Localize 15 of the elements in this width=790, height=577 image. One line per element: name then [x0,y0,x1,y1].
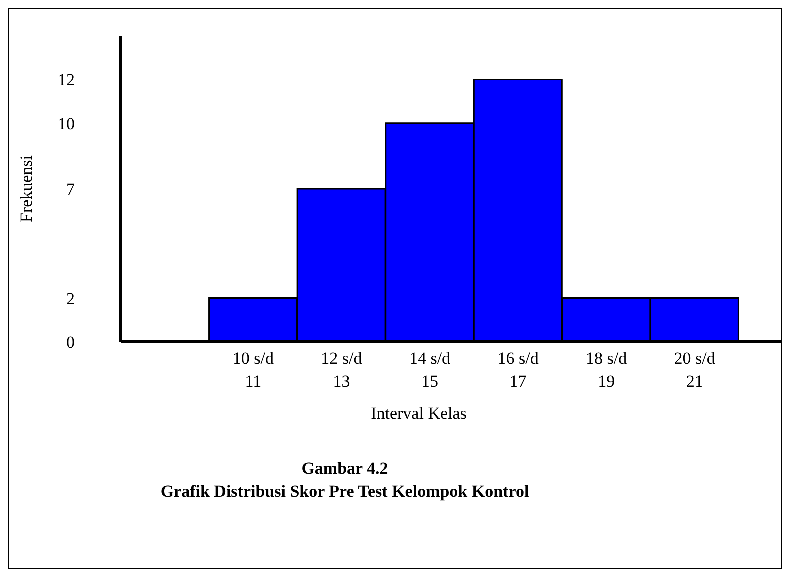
y-tick-label: 2 [66,289,75,308]
x-axis-title: Interval Kelas [371,404,467,423]
y-axis-title: Frekuensi [17,155,37,223]
x-tick-label: 10 s/d 11 [232,349,274,391]
text: Grafik Distribusi Skor Pre Test Kelompok Kontrol [160,481,530,503]
x-tick-label: 20 s/d 21 [674,349,716,391]
x-tick-label: 12 s/d 13 [321,349,363,391]
y-tick-label: 7 [66,180,76,200]
x-tick-label: 14 s/d 15 [409,349,452,391]
y-tick-label: 12 [58,70,75,90]
x-tick-label: 16 s/d 17 [498,349,540,391]
y-tick-label: 10 [58,114,75,134]
x-tick-label: 18 s/d 19 [586,349,628,391]
y-tick-label: 0 [66,333,75,352]
text: Gambar 4.2 [300,458,390,480]
